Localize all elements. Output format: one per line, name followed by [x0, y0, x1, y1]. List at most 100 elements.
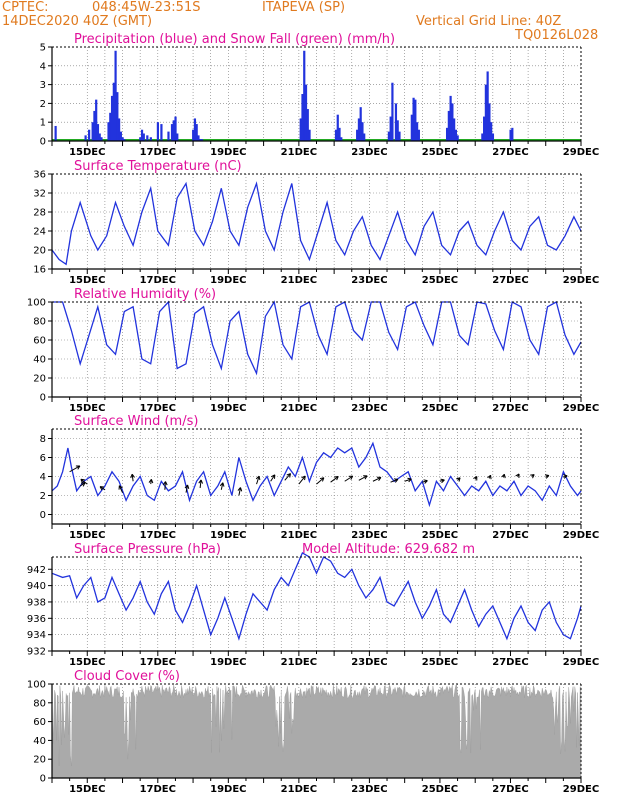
- pres-ytick-label: 940: [27, 581, 46, 592]
- precip-bar: [174, 116, 177, 141]
- wind-ytick-label: 4: [40, 472, 46, 483]
- cloud-xtick-label: 19DEC: [210, 784, 246, 795]
- wind-vector-head: [393, 478, 399, 483]
- precip-bar: [96, 124, 100, 141]
- rh-plot-area: [52, 302, 581, 397]
- header-run-time: 14DEC2020 40Z (GMT): [2, 14, 153, 29]
- wind-vector-head: [544, 474, 550, 479]
- wind-vector-head: [130, 473, 135, 479]
- pres-ytick-label: 942: [27, 565, 46, 576]
- rh-ytick-label: 60: [33, 336, 46, 347]
- rh-ytick-label: 80: [33, 317, 46, 328]
- precip-xtick-label: 27DEC: [492, 147, 528, 158]
- precip-bar: [84, 135, 87, 141]
- precip-bar: [197, 135, 200, 141]
- wind-ytick-label: 8: [40, 434, 46, 445]
- cloud-xtick-label: 27DEC: [492, 784, 528, 795]
- wind-vector-head: [501, 473, 506, 479]
- pres-subtitle: Model Altitude: 629.682 m: [302, 542, 475, 557]
- precip-bar: [340, 137, 343, 141]
- wind-vector-head: [473, 476, 478, 481]
- cloud-xtick-label: 29DEC: [563, 784, 599, 795]
- wind-vector-head: [162, 481, 168, 486]
- rh-ytick-label: 0: [40, 393, 46, 404]
- wind-vector-head: [515, 473, 520, 478]
- cloud-xtick-label: 15DEC: [69, 784, 105, 795]
- precip-bar: [306, 109, 309, 141]
- wind-vector: [270, 474, 276, 482]
- temp-xtick-label: 27DEC: [492, 275, 528, 286]
- precip-bar: [114, 50, 117, 142]
- wind-vector: [164, 481, 166, 490]
- wind-vector-head: [219, 482, 225, 487]
- rh-ytick-label: 40: [33, 355, 46, 366]
- temp-xtick-label: 19DEC: [210, 275, 246, 286]
- wind-vector-head: [407, 477, 412, 483]
- rh-series-line: [52, 300, 582, 376]
- wind-vector: [80, 478, 88, 485]
- pres-series-line: [51, 551, 582, 641]
- cloud-xtick-label: 23DEC: [351, 784, 387, 795]
- precip-bar: [488, 103, 491, 141]
- wind-xtick-label: 17DEC: [140, 530, 176, 541]
- temp-ytick-label: 36: [33, 170, 46, 181]
- wind-vector-head: [363, 475, 368, 480]
- precip-bar: [107, 122, 110, 141]
- pres-plot-area: [52, 557, 581, 651]
- wind-vector-head: [80, 478, 85, 484]
- precip-bar: [414, 99, 417, 141]
- precip-bar: [118, 118, 121, 141]
- precip-bar: [491, 133, 495, 141]
- precip-ytick-label: 2: [40, 99, 46, 110]
- cloud-ytick-label: 40: [33, 736, 46, 747]
- precip-bar: [156, 122, 159, 141]
- header-model: TQ0126L028: [515, 28, 599, 43]
- precip-bar: [170, 124, 174, 141]
- wind-vector-head: [148, 479, 154, 484]
- precip-bar: [88, 129, 91, 141]
- precip-bar: [193, 118, 197, 141]
- precip-bar: [334, 129, 338, 141]
- precip-plot-area: [52, 47, 581, 141]
- precip-bar: [412, 97, 415, 141]
- precip-bar: [142, 133, 145, 141]
- temp-title: Surface Temperature (nC): [74, 159, 242, 174]
- precip-bar: [486, 71, 489, 141]
- wind-vector-head: [99, 486, 105, 491]
- precip-bar: [394, 103, 398, 141]
- cloud-ytick-label: 20: [33, 755, 46, 766]
- precip-bar: [172, 120, 175, 141]
- precip-ytick-label: 0: [40, 137, 46, 148]
- wind-series-line: [51, 441, 582, 508]
- precip-bar: [453, 118, 456, 141]
- wind-vector: [330, 476, 339, 483]
- wind-vector-head: [563, 474, 568, 479]
- wind-xtick-label: 27DEC: [492, 530, 528, 541]
- pres-xtick-label: 15DEC: [69, 657, 105, 668]
- wind-xtick-label: 23DEC: [351, 530, 387, 541]
- precip-bar: [445, 127, 449, 141]
- wind-xtick-label: 19DEC: [210, 530, 246, 541]
- wind-vector-head: [255, 475, 261, 481]
- temp-xtick-label: 15DEC: [69, 275, 105, 286]
- precip-bar: [398, 131, 401, 141]
- precip-bar: [490, 122, 493, 141]
- precip-bar: [200, 139, 204, 141]
- temp-ytick-label: 20: [33, 246, 46, 257]
- precip-bar: [199, 139, 202, 141]
- wind-ytick-label: 2: [40, 491, 46, 502]
- pres-ytick-label: 936: [27, 614, 46, 625]
- header-coords: 048:45W-23:51S: [92, 0, 201, 15]
- temp-xtick-label: 17DEC: [140, 275, 176, 286]
- rh-title: Relative Humidity (%): [74, 287, 216, 302]
- wind-vector-head: [487, 474, 492, 480]
- wind-vector-head: [271, 474, 276, 479]
- wind-vector-head: [301, 475, 306, 481]
- precip-bar: [116, 92, 119, 141]
- precip-xtick-label: 17DEC: [140, 147, 176, 158]
- precip-bar: [447, 110, 450, 141]
- precip-bar: [391, 82, 394, 141]
- pres-ytick-label: 934: [27, 630, 46, 641]
- rh-xtick-label: 21DEC: [281, 403, 317, 414]
